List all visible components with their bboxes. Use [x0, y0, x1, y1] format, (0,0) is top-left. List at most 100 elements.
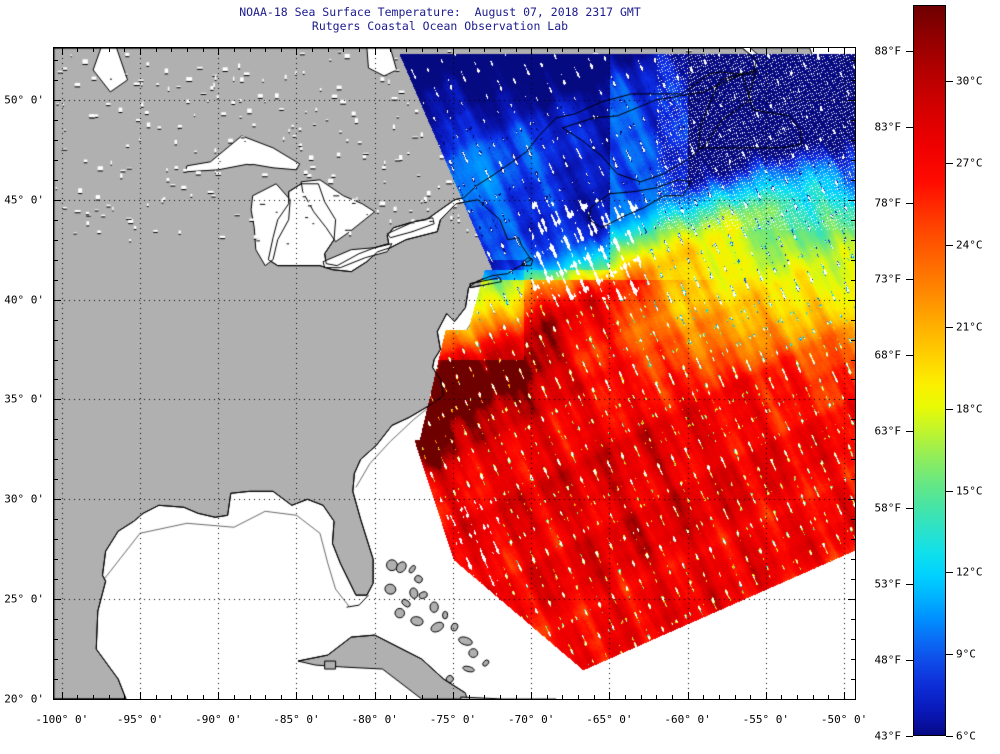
- x-axis-tick-top: [578, 47, 580, 52]
- x-axis-tick-bottom: [265, 695, 267, 700]
- x-axis-label: -60° 0': [664, 713, 711, 726]
- y-axis-tick-left: [53, 299, 61, 301]
- x-axis-tick-top: [249, 47, 251, 52]
- x-axis-tick-top: [218, 47, 220, 55]
- x-axis-tick-top: [233, 47, 235, 52]
- colorbar-label-fahrenheit: 68°F: [874, 348, 902, 362]
- x-axis-label: -90° 0': [195, 713, 242, 726]
- y-axis-tick-right: [848, 699, 856, 700]
- x-axis-label: -70° 0': [507, 713, 555, 726]
- y-axis-label: 35° 0': [4, 392, 44, 406]
- colorbar-tick-celsius: [946, 572, 953, 574]
- y-axis-tick-left: [53, 79, 58, 81]
- y-axis-tick-left: [53, 159, 58, 161]
- x-axis-tick-bottom: [421, 695, 423, 700]
- y-axis-tick-left: [53, 279, 58, 281]
- y-axis-tick-right: [851, 539, 856, 541]
- x-axis-tick-top: [202, 47, 204, 52]
- colorbar-label-celsius: 30°C: [956, 74, 983, 88]
- x-axis-tick-bottom: [656, 695, 658, 700]
- y-axis-tick-right: [851, 239, 856, 241]
- x-axis-tick-top: [374, 47, 376, 55]
- x-axis-label: -50° 0': [820, 713, 868, 726]
- y-axis-label: 20° 0': [4, 692, 44, 706]
- x-axis-tick-top: [77, 47, 79, 52]
- colorbar-tick-fahrenheit: [906, 431, 913, 433]
- y-axis-tick-left: [53, 499, 61, 501]
- x-axis-tick-top: [93, 47, 95, 52]
- x-axis-tick-top: [484, 47, 486, 52]
- y-axis-tick-left: [53, 579, 58, 581]
- x-axis-tick-top: [640, 47, 642, 52]
- colorbar-tick-fahrenheit: [906, 659, 913, 661]
- x-axis-tick-top: [343, 47, 345, 52]
- colorbar-label-celsius: 6°C: [956, 729, 976, 743]
- y-axis-tick-left: [53, 199, 61, 201]
- x-axis-tick-bottom: [640, 695, 642, 700]
- y-axis-tick-right: [848, 199, 856, 201]
- x-axis-tick-bottom: [374, 692, 376, 700]
- x-axis-tick-bottom: [578, 695, 580, 700]
- y-axis-tick-right: [851, 259, 856, 261]
- y-axis-label: 25° 0': [4, 592, 44, 606]
- x-axis-tick-bottom: [468, 695, 470, 700]
- y-axis-label: 30° 0': [4, 492, 44, 506]
- y-axis-tick-left: [53, 399, 61, 401]
- x-axis-label: -85° 0': [273, 713, 320, 726]
- chart-title-block: NOAA-18 Sea Surface Temperature: August …: [0, 5, 880, 33]
- x-axis-tick-top: [765, 47, 767, 55]
- y-axis-tick-left: [53, 239, 58, 241]
- x-axis-tick-bottom: [140, 692, 142, 700]
- x-axis-tick-top: [781, 47, 783, 52]
- colorbar-tick-fahrenheit: [906, 355, 913, 357]
- x-axis-tick-bottom: [186, 695, 188, 700]
- x-axis-tick-bottom: [155, 695, 157, 700]
- x-axis-tick-top: [703, 47, 705, 52]
- y-axis-tick-left: [53, 639, 58, 641]
- y-axis-tick-left: [53, 219, 58, 221]
- x-axis-tick-bottom: [546, 695, 548, 700]
- colorbar-label-fahrenheit: 83°F: [874, 120, 902, 134]
- y-axis-tick-left: [53, 259, 58, 261]
- x-axis-tick-bottom: [750, 695, 752, 700]
- colorbar-label-celsius: 21°C: [956, 320, 983, 334]
- colorbar-label-celsius: 18°C: [956, 402, 983, 416]
- x-axis-tick-top: [265, 47, 267, 52]
- x-axis-tick-bottom: [93, 695, 95, 700]
- y-axis-tick-left: [53, 339, 58, 341]
- y-axis-tick-right: [848, 99, 856, 101]
- y-axis-tick-right: [851, 379, 856, 381]
- x-axis-tick-bottom: [812, 695, 814, 700]
- colorbar-tick-fahrenheit: [906, 279, 913, 281]
- x-axis-tick-top: [734, 47, 736, 52]
- x-axis-tick-bottom: [484, 695, 486, 700]
- colorbar-tick-celsius: [946, 326, 953, 328]
- y-axis-tick-left: [53, 59, 58, 61]
- y-axis-tick-right: [851, 319, 856, 321]
- y-axis-tick-right: [851, 279, 856, 281]
- colorbar-label-fahrenheit: 43°F: [874, 729, 902, 743]
- x-axis-tick-top: [515, 47, 517, 52]
- y-axis-tick-left: [53, 559, 58, 561]
- x-axis-tick-top: [390, 47, 392, 52]
- x-axis-tick-bottom: [359, 695, 361, 700]
- y-axis-tick-left: [53, 379, 58, 381]
- y-axis-tick-left: [53, 619, 58, 621]
- y-axis-tick-right: [851, 659, 856, 661]
- y-axis-tick-right: [851, 479, 856, 481]
- y-axis-tick-left: [53, 539, 58, 541]
- x-axis-tick-bottom: [531, 692, 533, 700]
- colorbar-label-fahrenheit: 53°F: [874, 577, 902, 591]
- x-axis-tick-bottom: [124, 695, 126, 700]
- colorbar-tick-celsius: [946, 245, 953, 247]
- y-axis-tick-right: [851, 679, 856, 681]
- x-axis-tick-top: [296, 47, 298, 55]
- x-axis-tick-top: [108, 47, 110, 52]
- colorbar-label-celsius: 27°C: [956, 156, 983, 170]
- y-axis-tick-right: [851, 79, 856, 81]
- colorbar-tick-fahrenheit: [906, 202, 913, 204]
- y-axis-tick-right: [851, 439, 856, 441]
- y-axis-tick-left: [53, 519, 58, 521]
- x-axis-tick-top: [124, 47, 126, 52]
- colorbar-label-fahrenheit: 58°F: [874, 501, 902, 515]
